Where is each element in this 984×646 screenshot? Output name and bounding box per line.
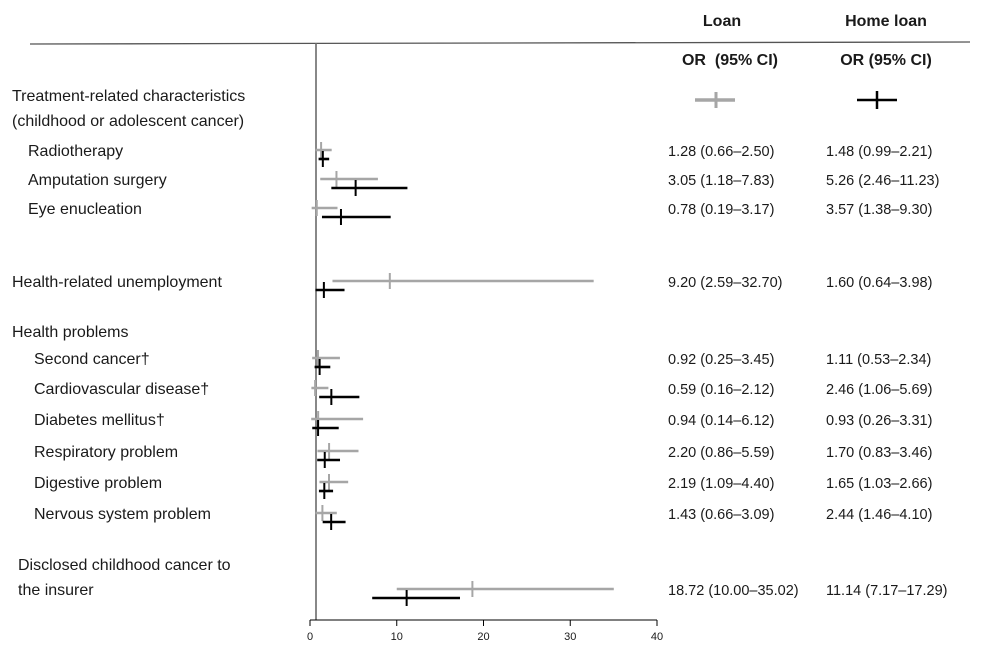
row-label: Digestive problem	[34, 475, 162, 492]
home-loan-or-value: 0.93 (0.26–3.31)	[826, 413, 932, 429]
home-loan-or-value: 2.44 (1.46–4.10)	[826, 507, 932, 523]
home-loan-or-value: 2.46 (1.06–5.69)	[826, 382, 932, 398]
home-loan-or-value: 1.48 (0.99–2.21)	[826, 144, 932, 160]
loan-or-value: 3.05 (1.18–7.83)	[668, 173, 774, 189]
section-header-label: Treatment-related characteristics	[12, 88, 245, 105]
row-label: Cardiovascular disease†	[34, 381, 209, 398]
home-loan-or-value: 1.11 (0.53–2.34)	[826, 352, 931, 368]
loan-or-value: 18.72 (10.00–35.02)	[668, 583, 799, 599]
forest-rows: Treatment-related characteristics (childh…	[12, 88, 947, 606]
x-axis-ticks: 0 10 20 30 40	[307, 620, 663, 643]
row-label: Second cancer†	[34, 351, 150, 368]
loan-or-value: 0.78 (0.19–3.17)	[668, 202, 774, 218]
row-label: Eye enucleation	[28, 201, 142, 218]
section-header-label: Health problems	[12, 324, 129, 341]
home-loan-or-value: 1.60 (0.64–3.98)	[826, 275, 932, 291]
loan-or-value: 9.20 (2.59–32.70)	[668, 275, 782, 291]
loan-or-value: 1.28 (0.66–2.50)	[668, 144, 774, 160]
x-tick-label: 40	[651, 631, 663, 643]
home-loan-or-value: 3.57 (1.38–9.30)	[826, 202, 932, 218]
column-header-loan: Loan	[703, 13, 741, 30]
x-tick-label: 20	[477, 631, 489, 643]
row-label: Radiotherapy	[28, 143, 123, 160]
home-loan-or-value: 1.65 (1.03–2.66)	[826, 476, 932, 492]
section-header-label: (childhood or adolescent cancer)	[12, 113, 244, 130]
column-header-home-loan: Home loan	[845, 13, 927, 30]
header-rule	[29, 41, 971, 45]
home-loan-or-value: 5.26 (2.46–11.23)	[826, 173, 939, 189]
section-header-label: Disclosed childhood cancer to	[18, 557, 231, 574]
home-loan-or-value: 1.70 (0.83–3.46)	[826, 445, 932, 461]
loan-or-value: 2.19 (1.09–4.40)	[668, 476, 774, 492]
subheader-home-loan: OR (95% CI)	[840, 52, 932, 69]
loan-or-value: 0.59 (0.16–2.12)	[668, 382, 774, 398]
row-label: the insurer	[18, 582, 94, 599]
row-label: Health-related unemployment	[12, 274, 222, 291]
loan-or-value: 0.94 (0.14–6.12)	[668, 413, 774, 429]
row-label: Diabetes mellitus†	[34, 412, 165, 429]
loan-or-value: 2.20 (0.86–5.59)	[668, 445, 774, 461]
home-loan-or-value: 11.14 (7.17–17.29)	[826, 583, 947, 599]
x-tick-label: 30	[564, 631, 576, 643]
row-label: Amputation surgery	[28, 172, 167, 189]
row-label: Respiratory problem	[34, 444, 178, 461]
loan-or-value: 1.43 (0.66–3.09)	[668, 507, 774, 523]
x-tick-label: 0	[307, 631, 313, 643]
loan-or-value: 0.92 (0.25–3.45)	[668, 352, 774, 368]
row-label: Nervous system problem	[34, 506, 211, 523]
x-tick-label: 10	[391, 631, 403, 643]
subheader-loan: OR (95% CI)	[682, 52, 778, 69]
